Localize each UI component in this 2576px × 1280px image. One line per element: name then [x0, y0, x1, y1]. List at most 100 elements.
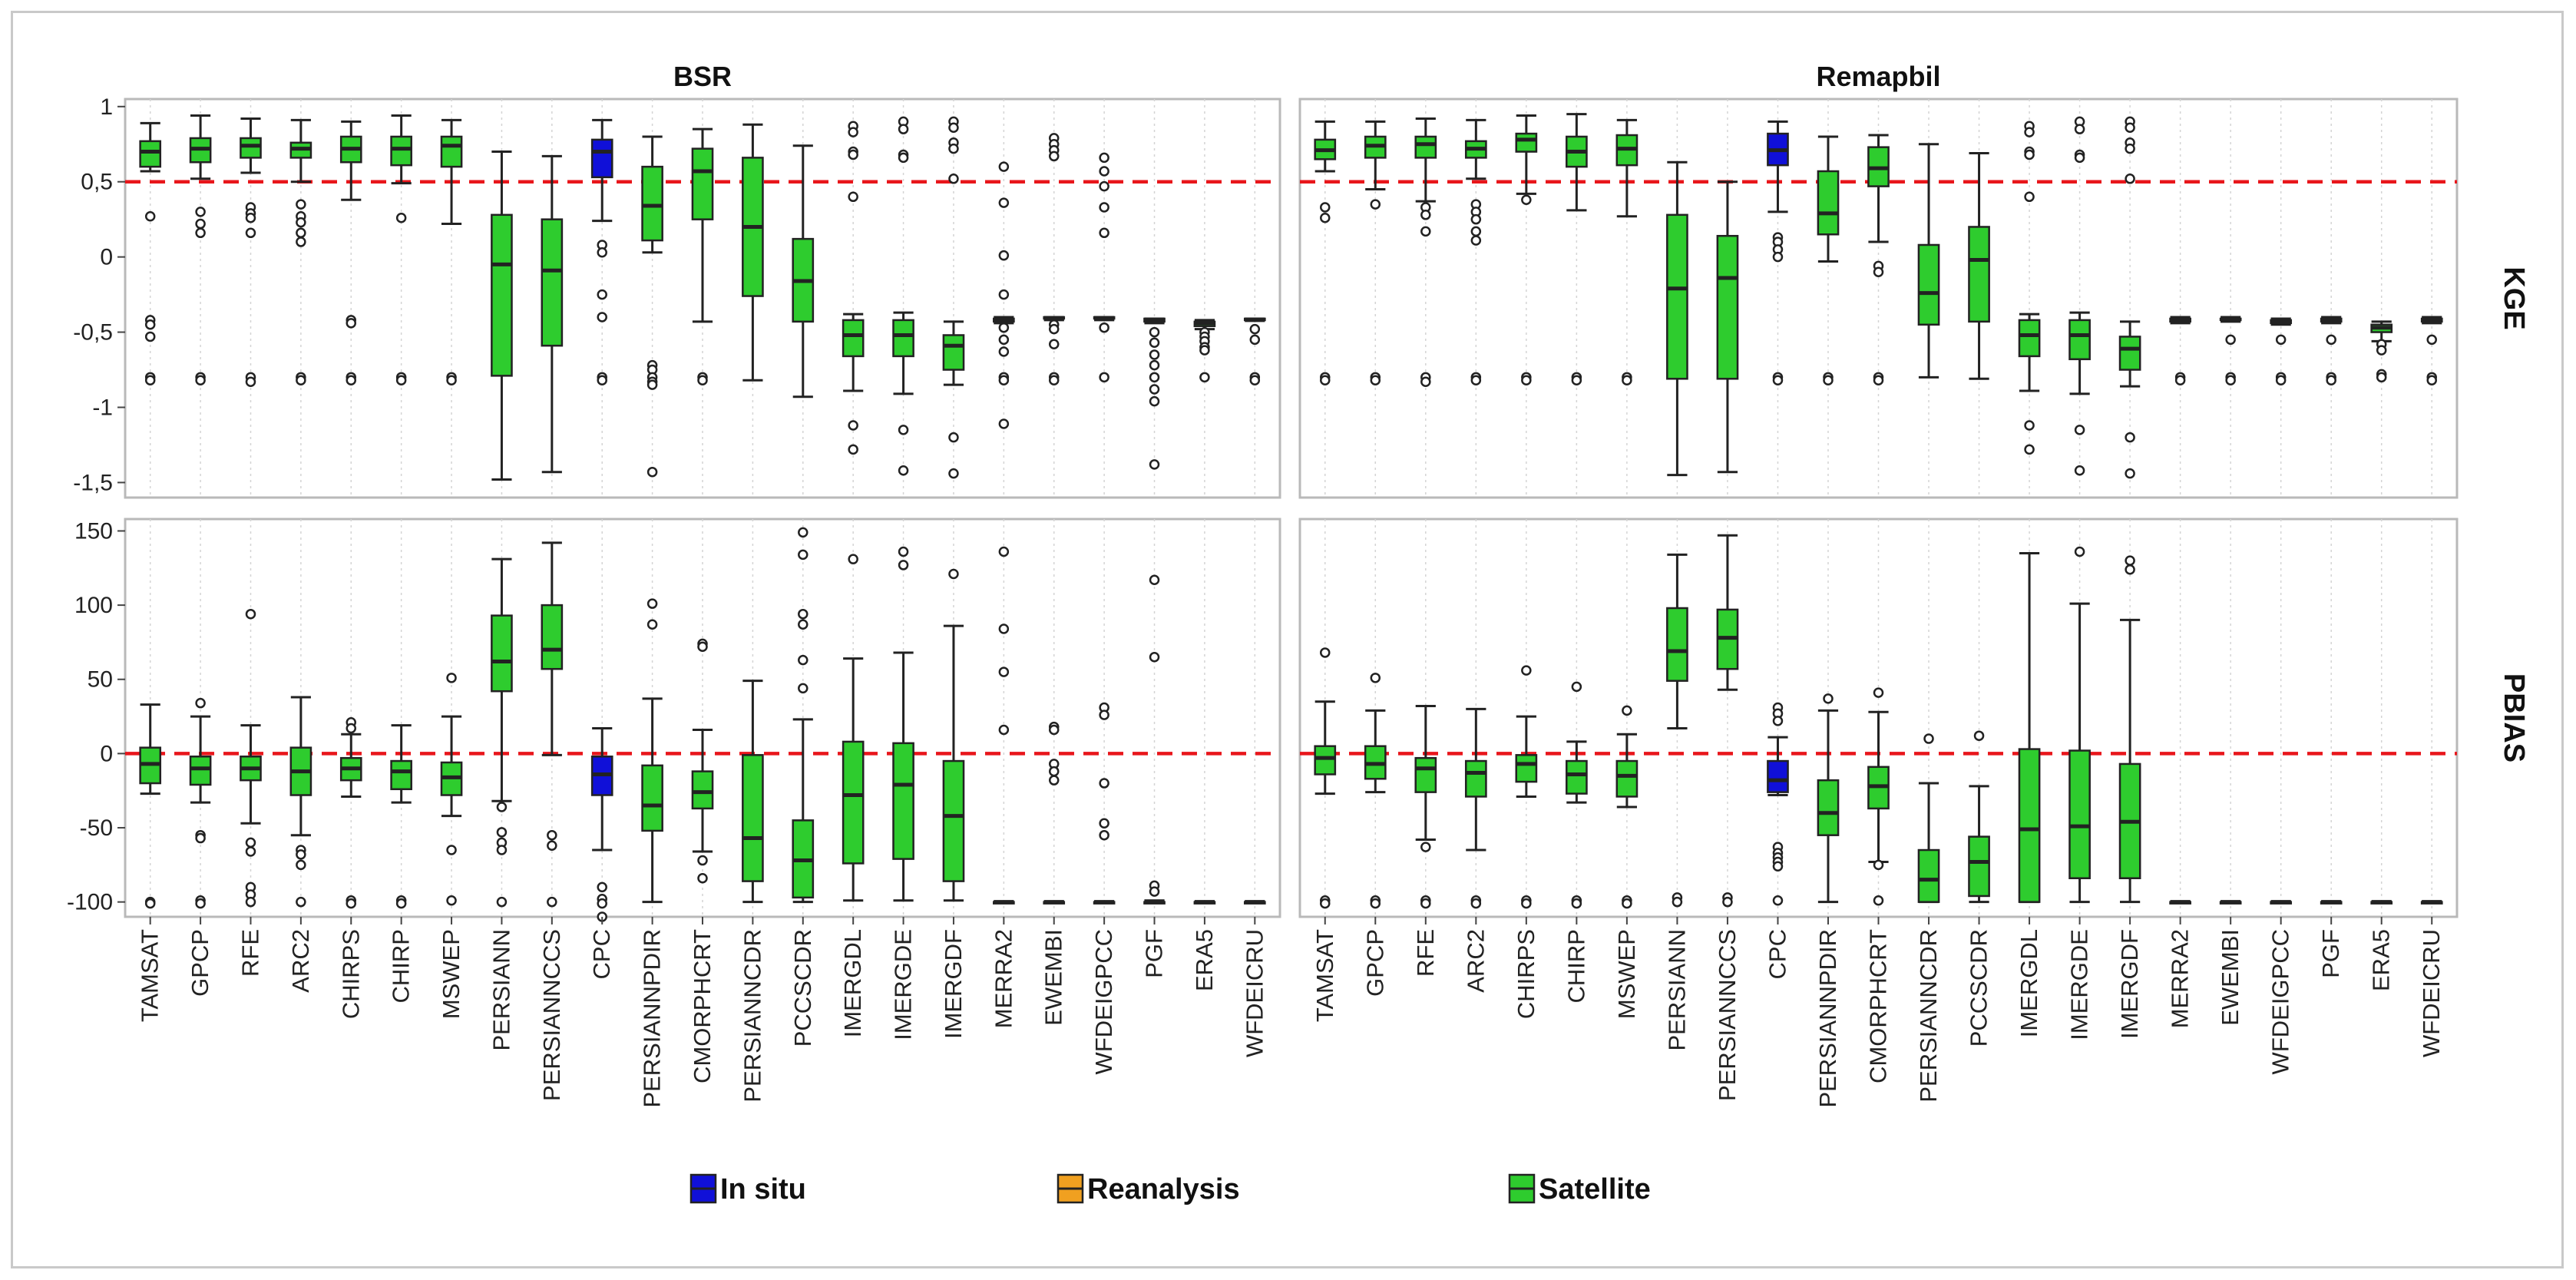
outlier-point — [2074, 152, 2085, 164]
outlier-point — [1149, 652, 1160, 663]
box-persianncdr — [742, 680, 764, 904]
outlier-point — [998, 334, 1010, 346]
outlier-point — [1149, 459, 1160, 470]
x-tick-label-cpc: CPC — [1764, 929, 1791, 979]
outlier-point — [446, 845, 457, 855]
outlier-point — [1873, 375, 1884, 385]
box-gpcp — [1364, 673, 1387, 909]
box-wfdeigpcc — [1093, 152, 1116, 383]
outlier-point — [1149, 395, 1160, 407]
box-persiannpdir — [641, 598, 663, 904]
outlier-point — [1099, 829, 1109, 841]
box-pccscdr — [792, 144, 815, 399]
outlier-point — [597, 289, 607, 300]
box-chirp — [390, 114, 412, 385]
x-tick-label-imergde: IMERGDE — [2066, 929, 2093, 1040]
outlier-point — [1772, 861, 1784, 872]
outlier-point — [547, 896, 557, 908]
outlier-point — [1370, 375, 1381, 385]
box-pgf — [2320, 316, 2343, 385]
outlier-point — [547, 829, 557, 841]
box-iqr — [1716, 234, 1739, 380]
box-iqr — [1917, 848, 1940, 903]
outlier-point — [646, 379, 658, 390]
box-persianncdr — [1917, 143, 1940, 379]
outlier-point — [1149, 359, 1160, 371]
outlier-point — [144, 331, 156, 342]
box-persiannccs — [541, 541, 564, 908]
box-iqr — [1817, 779, 1840, 836]
outlier-point — [848, 554, 858, 564]
x-tick-label-mswep: MSWEP — [1613, 929, 1640, 1019]
outlier-point — [1099, 166, 1109, 177]
box-wfdeicru — [2420, 900, 2443, 905]
outlier-point — [446, 895, 457, 906]
x-tick-label-rfe: RFE — [1412, 929, 1439, 977]
box-iqr — [691, 147, 714, 220]
outlier-point — [2024, 420, 2035, 431]
outlier-point — [1149, 886, 1160, 897]
outlier-point — [2024, 444, 2035, 455]
box-iqr — [1917, 243, 1940, 326]
box-iqr — [1515, 754, 1538, 783]
box-iqr — [2068, 319, 2091, 361]
outlier-point — [195, 832, 206, 844]
outlier-point — [1249, 334, 1261, 346]
box-imergdl — [2018, 551, 2041, 904]
row-title-kge: KGE — [2498, 266, 2530, 329]
box-imergdf — [2118, 555, 2141, 904]
panel-remapbil-pbias: TAMSAT GPCP RFE ARC2 CHIRPS CHIRP MSWEP PERSIAN… — [1298, 518, 2459, 1108]
outlier-point — [2074, 546, 2085, 557]
outlier-point — [195, 218, 206, 230]
outlier-point — [1320, 647, 1331, 658]
outlier-point — [898, 124, 909, 134]
x-tick-label-pgf: PGF — [2317, 929, 2344, 978]
box-persiannccs — [1716, 180, 1739, 474]
box-iqr — [1968, 835, 1990, 898]
outlier-point — [1622, 898, 1632, 909]
box-cpc — [1767, 120, 1789, 385]
x-tick-label-chirps: CHIRPS — [337, 929, 364, 1019]
box-iqr — [1414, 135, 1437, 159]
outlier-point — [1149, 384, 1160, 395]
box-wfdeicru — [2420, 316, 2443, 385]
box-iqr — [1414, 756, 1437, 793]
outlier-point — [1420, 376, 1431, 387]
box-ewembi — [1043, 721, 1066, 905]
box-gpcp — [1364, 120, 1387, 385]
outlier-point — [2225, 375, 2236, 385]
outlier-point — [1048, 375, 1060, 385]
outlier-point — [1099, 709, 1109, 720]
x-tick-label-persiannccs: PERSIANNCCS — [1714, 929, 1741, 1101]
outlier-point — [1048, 766, 1060, 777]
box-iqr — [1566, 759, 1588, 795]
legend: In situ Reanalysis Satellite — [689, 1173, 1651, 1206]
outlier-point — [998, 666, 1010, 677]
box-iqr — [742, 754, 764, 882]
outlier-point — [296, 859, 306, 871]
outlier-point — [2376, 372, 2387, 383]
box-cpc — [590, 118, 613, 385]
box-pccscdr — [1968, 730, 1990, 904]
box-ewembi — [2219, 900, 2242, 905]
panel-remapbil-kge — [1298, 98, 2459, 499]
box-iqr — [590, 138, 613, 179]
outlier-point — [1048, 323, 1060, 335]
outlier-point — [2174, 375, 2186, 385]
x-tick-label-pgf: PGF — [1141, 929, 1168, 978]
x-tick-label-ewembi: EWEMBI — [1040, 929, 1067, 1026]
outlier-point — [1772, 895, 1784, 906]
box-iqr — [641, 165, 663, 242]
outlier-point — [948, 174, 959, 184]
outlier-point — [2024, 191, 2035, 203]
outlier-point — [798, 683, 809, 694]
y-tick-label: 50 — [88, 667, 113, 693]
outlier-point — [245, 212, 256, 223]
box-gpcp — [189, 114, 212, 385]
outlier-point — [998, 161, 1010, 172]
box-iqr — [942, 334, 965, 371]
outlier-point — [998, 418, 1010, 429]
outlier-point — [2125, 555, 2135, 566]
box-arc2 — [1464, 118, 1487, 385]
